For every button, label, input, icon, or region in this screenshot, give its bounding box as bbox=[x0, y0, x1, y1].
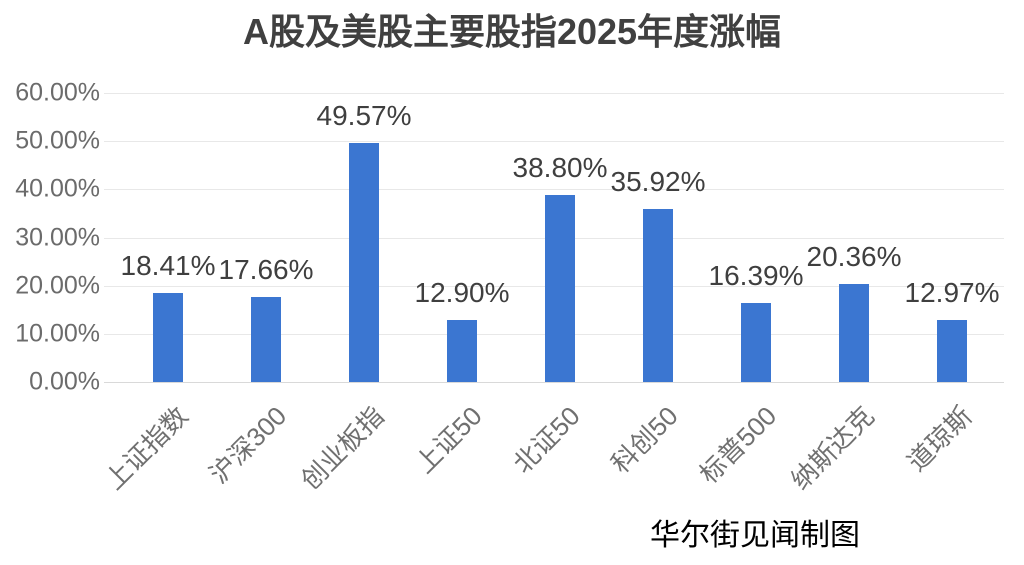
bar-value-label: 17.66% bbox=[218, 253, 314, 285]
bar bbox=[937, 319, 967, 382]
gridline bbox=[104, 189, 1004, 191]
category-label: 北证50 bbox=[507, 400, 586, 480]
chart-title: A股及美股主要股指2025年度涨幅 bbox=[242, 11, 782, 52]
category-label: 上证50 bbox=[409, 400, 488, 480]
bar-value-label: 16.39% bbox=[708, 260, 804, 292]
bar-value-label: 20.36% bbox=[806, 240, 902, 272]
y-axis-tick-label: 60.00% bbox=[15, 78, 100, 107]
bar bbox=[447, 319, 477, 382]
category-label: 纳斯达克 bbox=[785, 400, 880, 496]
category-label: 标普500 bbox=[693, 400, 782, 490]
y-axis-tick-label: 20.00% bbox=[15, 271, 100, 300]
category-label: 道琼斯 bbox=[901, 400, 978, 477]
y-axis-tick-label: 0.00% bbox=[29, 367, 100, 396]
category-label: 创业板指 bbox=[295, 400, 390, 496]
bar bbox=[643, 208, 673, 382]
category-label: 科创50 bbox=[605, 400, 684, 480]
bar bbox=[839, 283, 869, 382]
y-axis-tick-label: 50.00% bbox=[15, 126, 100, 155]
category-label: 上证指数 bbox=[99, 400, 194, 496]
gridline bbox=[104, 141, 1004, 143]
y-axis-tick-label: 30.00% bbox=[15, 223, 100, 251]
bar bbox=[741, 303, 771, 382]
gridline bbox=[104, 93, 1004, 94]
bar-value-label: 49.57% bbox=[316, 100, 412, 132]
category-label: 沪深300 bbox=[203, 400, 292, 490]
bar-value-label: 35.92% bbox=[610, 165, 706, 197]
bar bbox=[251, 296, 281, 382]
bar bbox=[545, 195, 575, 382]
gridline bbox=[104, 382, 1004, 383]
credit-text: 华尔街见闻制图 bbox=[650, 519, 860, 552]
y-axis-tick-label: 40.00% bbox=[15, 174, 100, 203]
y-axis-tick-label: 10.00% bbox=[15, 319, 100, 348]
bar bbox=[153, 293, 183, 382]
bar-value-label: 12.97% bbox=[904, 276, 1000, 308]
bar-value-label: 38.80% bbox=[512, 152, 608, 184]
bar bbox=[349, 143, 379, 382]
bar-value-label: 18.41% bbox=[120, 250, 216, 282]
bar-value-label: 12.90% bbox=[414, 276, 510, 308]
